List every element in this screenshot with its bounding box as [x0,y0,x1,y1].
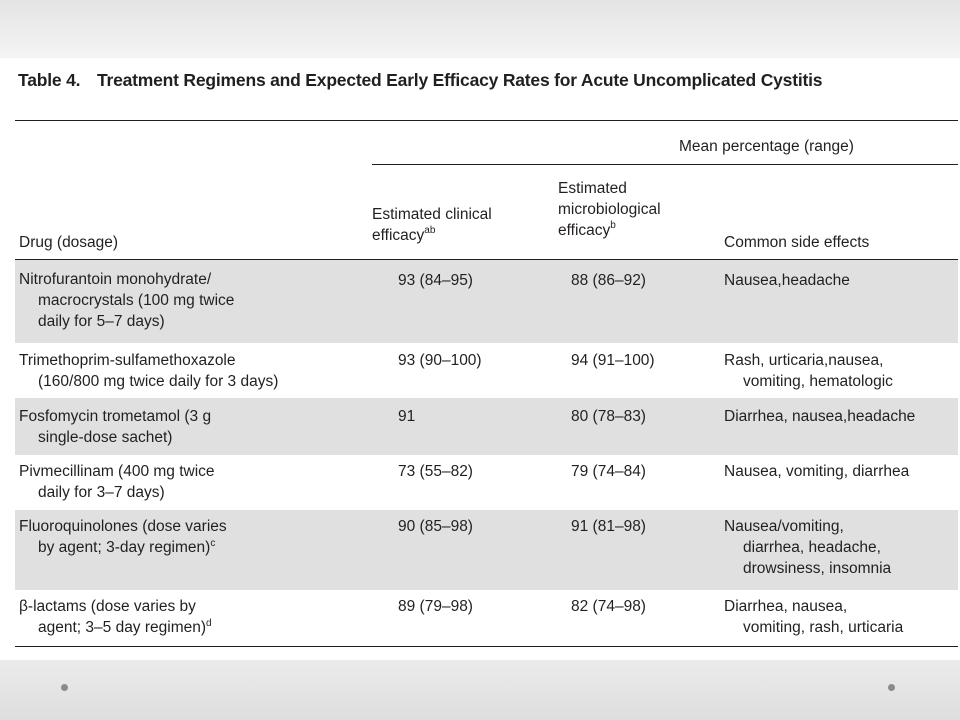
header-micro-line1: Estimated [558,180,627,197]
drug-line: macrocrystals (100 mg twice [38,292,235,309]
slide-top-band [0,0,960,58]
drug-line: Pivmecillinam (400 mg twice [19,463,215,480]
header-side-label: Common side effects [724,234,870,251]
row-background [15,398,958,455]
drug-footnote: d [206,617,212,629]
drug-cell: Trimethoprim-sulfamethoxazole (160/800 m… [19,350,369,392]
row-background [15,510,958,590]
header-clinical-line1: Estimated clinical [372,206,492,223]
clinical-efficacy-cell: 89 (79–98) [398,598,473,615]
microbiological-efficacy-cell: 79 (74–84) [571,463,646,480]
drug-cell: β-lactams (dose varies by agent; 3–5 day… [19,596,369,638]
slide-dot-right [888,684,895,691]
top-rule [15,120,958,121]
microbiological-efficacy-cell: 88 (86–92) [571,272,646,289]
drug-line: Nitrofurantoin monohydrate/ [19,271,212,288]
header-clinical: Estimated clinical efficacyab [372,204,492,246]
drug-line: daily for 3–7 days) [38,484,165,501]
side-effects-cell: Nausea/vomiting, diarrhea, headache, dro… [724,516,956,579]
header-micro-footnote: b [610,219,616,231]
drug-cell: Nitrofurantoin monohydrate/ macrocrystal… [19,269,369,332]
side-effects-cell: Nausea,headache [724,270,956,291]
side-effects-line: Diarrhea, nausea,headache [724,408,916,425]
table-label: Table 4. [18,70,81,90]
drug-cell: Pivmecillinam (400 mg twice daily for 3–… [19,461,369,503]
side-effects-cell: Diarrhea, nausea,headache [724,406,956,427]
side-effects-line: Nausea, vomiting, diarrhea [724,463,910,480]
drug-line: (160/800 mg twice daily for 3 days) [38,373,279,390]
header-microbiological: Estimated microbiological efficacyb [558,178,661,241]
drug-line: Fluoroquinolones (dose varies [19,518,227,535]
drug-footnote: c [210,537,216,549]
drug-line: β-lactams (dose varies by [19,598,196,615]
drug-line: daily for 5–7 days) [38,313,165,330]
clinical-efficacy-cell: 91 [398,408,416,425]
header-clinical-footnote: ab [424,224,436,236]
header-micro-line3: efficacy [558,222,611,239]
side-effects-line: drowsiness, insomnia [743,560,892,577]
side-effects-line: diarrhea, headache, [743,539,881,556]
side-effects-line: Nausea,headache [724,272,850,289]
header-drug-label: Drug (dosage) [19,234,119,251]
slide-bottom-band [0,660,960,720]
drug-line: Fosfomycin trometamol (3 g [19,408,212,425]
group-header-rule [372,164,958,165]
drug-line: by agent; 3-day regimen) [38,539,211,556]
side-effects-line: Nausea/vomiting, [724,518,844,535]
drug-line: Trimethoprim-sulfamethoxazole [19,352,236,369]
microbiological-efficacy-cell: 94 (91–100) [571,352,655,369]
side-effects-line: vomiting, rash, urticaria [743,619,904,636]
side-effects-line: vomiting, hematologic [743,373,893,390]
drug-line: single-dose sachet) [38,429,173,446]
side-effects-line: Rash, urticaria,nausea, [724,352,884,369]
header-bottom-rule [15,259,958,260]
microbiological-efficacy-cell: 80 (78–83) [571,408,646,425]
drug-cell: Fluoroquinolones (dose varies by agent; … [19,516,369,558]
microbiological-efficacy-cell: 91 (81–98) [571,518,646,535]
clinical-efficacy-cell: 93 (84–95) [398,272,473,289]
side-effects-cell: Rash, urticaria,nausea, vomiting, hemato… [724,350,956,392]
table-title: Table 4. Treatment Regimens and Expected… [18,70,938,91]
side-effects-cell: Diarrhea, nausea, vomiting, rash, urtica… [724,596,956,638]
clinical-efficacy-cell: 93 (90–100) [398,352,482,369]
header-side-effects: Common side effects [724,232,869,253]
table-title-text: Treatment Regimens and Expected Early Ef… [96,70,823,90]
drug-cell: Fosfomycin trometamol (3 g single-dose s… [19,406,369,448]
header-drug: Drug (dosage) [19,232,118,253]
group-header: Mean percentage (range) [679,138,854,155]
header-micro-line2: microbiological [558,201,661,218]
header-clinical-line2: efficacy [372,227,425,244]
microbiological-efficacy-cell: 82 (74–98) [571,598,646,615]
drug-line: agent; 3–5 day regimen) [38,619,207,636]
slide-dot-left [61,684,68,691]
clinical-efficacy-cell: 73 (55–82) [398,463,473,480]
row-background [15,260,958,343]
table-bottom-rule [15,646,958,647]
clinical-efficacy-cell: 90 (85–98) [398,518,473,535]
side-effects-cell: Nausea, vomiting, diarrhea [724,461,956,482]
slide-content: Table 4. Treatment Regimens and Expected… [0,58,960,660]
side-effects-line: Diarrhea, nausea, [724,598,848,615]
